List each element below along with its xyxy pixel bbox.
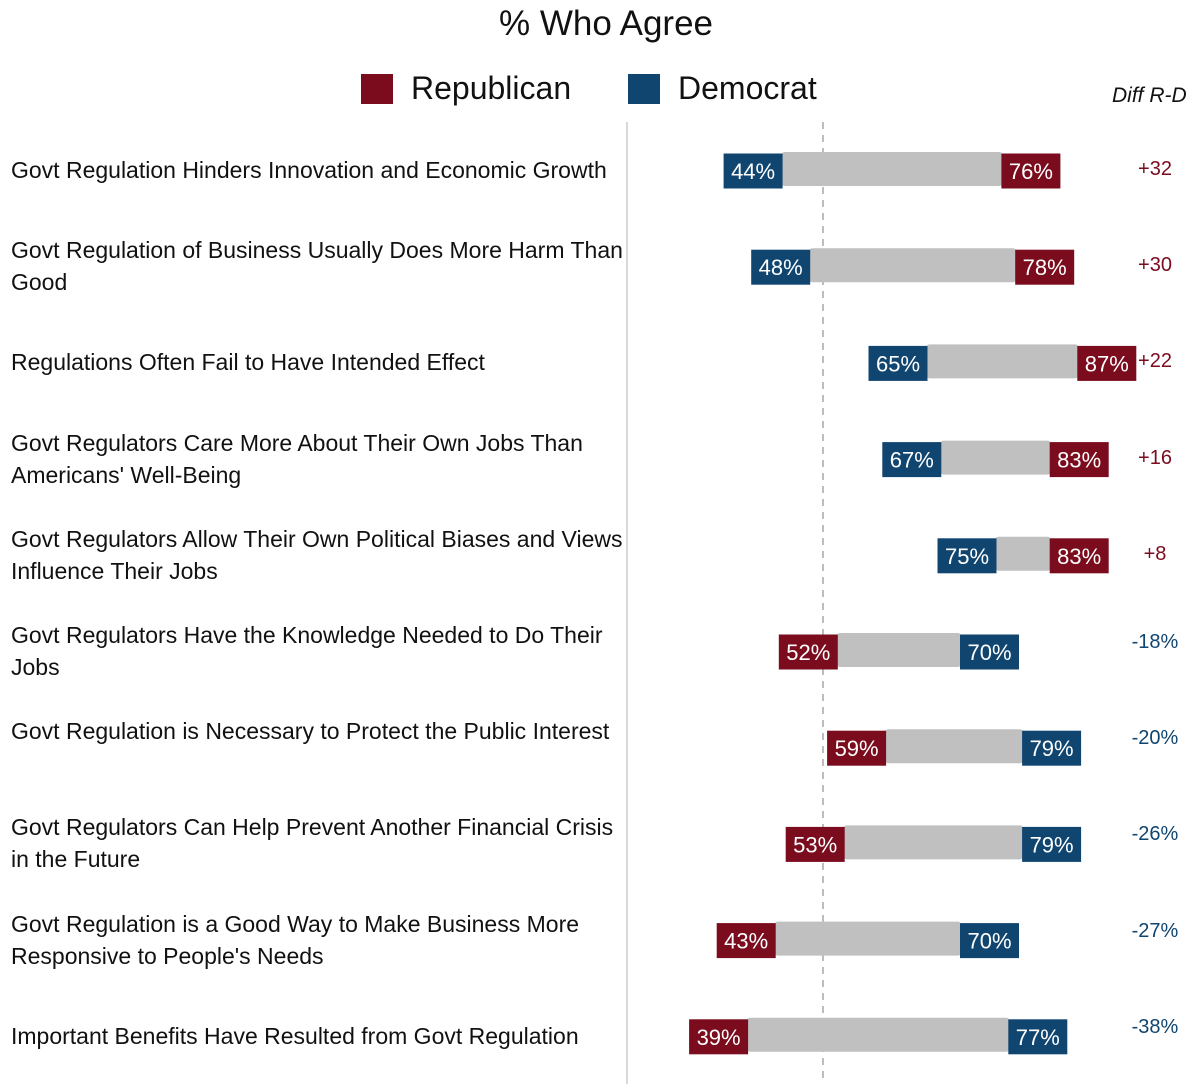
republican-data-label: 53%: [793, 832, 837, 857]
row-label: Important Benefits Have Resulted from Go…: [11, 1022, 579, 1049]
democrat-marker: [937, 538, 997, 574]
diff-value: -26%: [1131, 823, 1179, 846]
row-label: Govt Regulation of Business Usually Does…: [11, 237, 623, 296]
democrat-marker: [960, 923, 1019, 959]
connector-bar: [926, 344, 1079, 379]
republican-marker: [1001, 153, 1061, 189]
republican-marker: [778, 634, 838, 670]
democrat-marker: [868, 345, 928, 381]
row-label: Govt Regulators Care More About Their Ow…: [11, 429, 583, 488]
connector-bar: [843, 825, 1024, 860]
diff-value: +8: [1143, 542, 1167, 565]
row-label: Govt Regulation is Necessary to Protect …: [11, 718, 610, 745]
connector-bar: [774, 921, 961, 956]
diff-column-header: Diff R-D: [1112, 84, 1187, 107]
legend-label-democrat: Democrat: [678, 70, 817, 106]
legend-label-republican: Republican: [411, 70, 572, 106]
connector-bar: [940, 440, 1051, 475]
row-label: Govt Regulation Hinders Innovation and E…: [11, 157, 607, 183]
row-label: Govt Regulation is a Good Way to Make Bu…: [11, 910, 580, 969]
democrat-marker: [1008, 1019, 1068, 1055]
connector-bar: [781, 152, 1003, 186]
diff-value: +30: [1138, 254, 1172, 277]
legend-swatch-republican: [361, 73, 393, 104]
connector-bar: [809, 248, 1017, 283]
republican-data-label: 39%: [697, 1025, 741, 1050]
republican-data-label: 83%: [1057, 544, 1101, 569]
republican-data-label: 83%: [1057, 448, 1101, 473]
diff-value: +16: [1138, 446, 1172, 469]
chart-title: % Who Agree: [499, 4, 713, 43]
republican-data-label: 76%: [1009, 159, 1053, 184]
diff-value: -18%: [1131, 631, 1179, 653]
democrat-marker: [1022, 730, 1082, 766]
democrat-data-label: 77%: [1016, 1025, 1060, 1050]
democrat-data-label: 44%: [731, 159, 775, 184]
republican-marker: [827, 730, 887, 766]
republican-marker: [1049, 442, 1109, 478]
democrat-marker: [960, 634, 1019, 670]
republican-data-label: 43%: [724, 929, 768, 954]
democrat-data-label: 67%: [890, 448, 934, 473]
diff-value: -38%: [1131, 1015, 1179, 1038]
republican-data-label: 78%: [1023, 255, 1067, 280]
republican-marker: [689, 1019, 749, 1055]
connector-bar: [885, 729, 1024, 764]
legend-democrat: Democrat: [628, 70, 817, 107]
row-label: Govt Regulators Have the Knowledge Neede…: [11, 622, 603, 680]
democrat-data-label: 65%: [876, 351, 920, 376]
republican-marker: [1077, 345, 1137, 381]
democrat-data-label: 79%: [1030, 736, 1074, 761]
legend-republican: Republican: [361, 70, 571, 107]
legend-swatch-democrat: [628, 73, 660, 104]
diff-value: -20%: [1131, 727, 1179, 750]
diff-value: -27%: [1131, 919, 1179, 942]
democrat-data-label: 79%: [1030, 832, 1074, 857]
diff-value: +22: [1138, 350, 1172, 373]
democrat-marker: [1022, 826, 1082, 862]
democrat-data-label: 75%: [945, 544, 989, 569]
democrat-marker: [723, 153, 783, 189]
diff-value: +32: [1138, 158, 1172, 180]
republican-data-label: 52%: [786, 640, 830, 665]
democrat-marker: [751, 249, 811, 285]
republican-marker: [716, 923, 776, 959]
connector-bar: [995, 536, 1051, 571]
connector-bar: [836, 633, 961, 667]
democrat-data-label: 70%: [967, 929, 1011, 954]
democrat-data-label: 70%: [967, 640, 1011, 665]
row-label: Govt Regulators Allow Their Own Politica…: [11, 525, 623, 584]
label-divider: [626, 122, 628, 1084]
republican-marker: [785, 826, 845, 862]
row-label: Govt Regulators Can Help Prevent Another…: [11, 814, 614, 873]
republican-marker: [1015, 249, 1075, 285]
republican-data-label: 87%: [1085, 351, 1129, 376]
republican-data-label: 59%: [835, 736, 879, 761]
connector-bar: [747, 1017, 1010, 1052]
row-label: Regulations Often Fail to Have Intended …: [11, 349, 485, 376]
republican-marker: [1049, 538, 1109, 574]
democrat-data-label: 48%: [759, 255, 803, 280]
democrat-marker: [882, 442, 942, 478]
